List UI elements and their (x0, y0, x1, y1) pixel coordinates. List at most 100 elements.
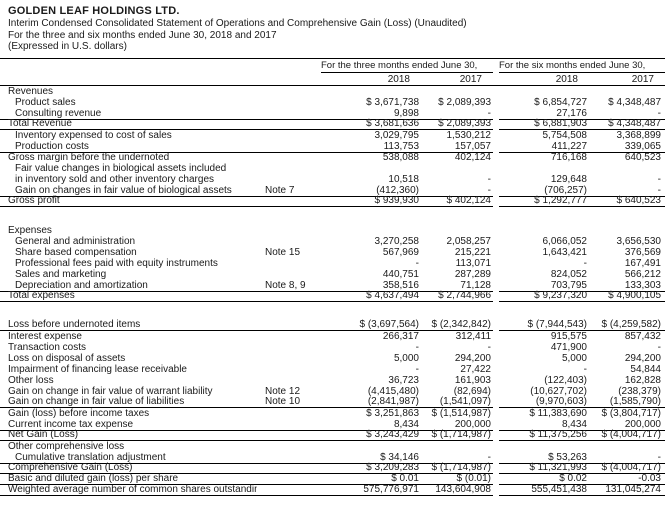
row-label: Loss on disposal of assets (8, 352, 126, 364)
cell-value: - (583, 363, 587, 375)
three-months-values: 113,753 157,057 (321, 141, 493, 152)
six-months-values: $ 11,321,993 $ (4,004,717) (499, 461, 665, 474)
six-months-values: 129,648 - (499, 174, 665, 185)
table-row: Weighted average number of common shares… (0, 483, 665, 496)
row-label-area: Loss on disposal of assets (0, 353, 321, 364)
cell-value: 200,000 (624, 418, 661, 430)
row-label-area: Gain on change in fair value of liabilit… (0, 396, 321, 408)
cell-value: $ (1,514,987) (431, 407, 492, 419)
cell-value: - (657, 341, 661, 353)
cell-value: $ 3,251,863 (366, 407, 419, 419)
three-months-values: $ 3,243,429 $ (1,714,987) (321, 429, 493, 441)
table-row: Product sales $ 3,671,738 $ 2,089,393 $ 6,8… (0, 97, 665, 108)
cell-value: 54,844 (630, 363, 661, 375)
row-label-area: Impairment of financing lease receivable (0, 364, 321, 375)
three-months-values: -- (321, 342, 493, 353)
three-months-values: $ 4,637,494 $ 2,744,966 (321, 290, 493, 302)
cell-value: 575,776,971 (363, 483, 419, 495)
cell-value: 3,368,899 (616, 129, 662, 141)
three-months-values: $ 3,209,283 $ (1,714,987) (321, 462, 493, 474)
cell-value: 294,200 (454, 352, 491, 364)
cell-value: (82,694) (453, 385, 491, 397)
row-label: Net Gain (Loss) (8, 428, 79, 440)
table-row: Net Gain (Loss) $ 3,243,429 $ (1,714,987) $… (0, 428, 665, 441)
row-note-reference: Note 8, 9 (265, 279, 306, 291)
year-column-header: 2017 (631, 73, 654, 85)
cell-value: 3,029,795 (374, 129, 420, 141)
row-label: Inventory expensed to cost of sales (15, 129, 172, 141)
table-row: Revenues (0, 86, 665, 97)
cell-value: 167,491 (624, 257, 661, 269)
row-label: Transaction costs (8, 341, 86, 353)
row-label-area: Cumulative translation adjustment (0, 452, 321, 463)
six-months-values: $ 0.02 -0.03 (499, 473, 665, 485)
cell-value: - (583, 257, 587, 269)
cell-value: $ 640,523 (616, 194, 662, 206)
row-note-reference: Note 15 (265, 246, 301, 258)
three-months-values: $ (3,697,564) $ (2,342,842) (321, 319, 493, 331)
six-months-values: 5,754,508 3,368,899 (499, 130, 665, 141)
six-months-values: (9,970,603) (1,585,790) (499, 396, 665, 408)
cell-value: - (487, 341, 491, 353)
cell-value: $ 6,854,727 (534, 96, 587, 108)
cell-value: 215,221 (454, 246, 491, 258)
six-months-values: 6,066,052 3,656,530 (499, 236, 665, 247)
row-label: Share based compensation (15, 246, 137, 258)
cell-value: 266,317 (382, 330, 419, 342)
table-row: Impairment of financing lease receivable… (0, 364, 665, 375)
row-label: Gain on change in fair value of warrant … (8, 385, 213, 397)
six-months-values: 5,000 294,200 (499, 353, 665, 364)
cell-value: 8,434 (393, 418, 419, 430)
table-row: Loss on disposal of assets 5,000 294,200 5,… (0, 353, 665, 364)
six-months-values: $ 6,881,903 $ 4,348,487 (499, 118, 665, 130)
six-months-values: 471,900 - (499, 342, 665, 353)
table-row: Total expenses $ 4,637,494 $ 2,744,966 $ 9,… (0, 289, 665, 302)
table-body: Revenues Product sales $ 3,671,738 $ 2,089,… (0, 86, 665, 496)
cell-value: (238,379) (618, 385, 661, 397)
row-label: Cumulative translation adjustment (15, 451, 166, 463)
row-label-area: Revenues (0, 86, 321, 97)
cell-value: (4,415,480) (367, 385, 419, 397)
row-note-reference: Note 12 (265, 385, 301, 397)
table-row: Production costs 113,753 157,057 411,227 339… (0, 141, 665, 152)
cell-value: 129,648 (550, 173, 587, 185)
cell-value: $ 34,146 (380, 451, 419, 463)
cell-value: $ 1,292,777 (534, 194, 587, 206)
three-months-values (321, 441, 493, 452)
cell-value: - (657, 107, 661, 119)
table-row: Gross margin before the undernoted 538,08… (0, 151, 665, 163)
cell-value: 161,903 (454, 374, 491, 386)
six-months-values: 27,176 - (499, 108, 665, 119)
row-label-area: Other loss (0, 375, 321, 386)
column-group-row: For the three months ended June 30, For … (0, 60, 665, 73)
six-months-values: 716,168 640,523 (499, 151, 665, 163)
cell-value: $ (0.01) (456, 472, 491, 484)
row-label: Other comprehensive loss (8, 440, 125, 452)
cell-value: 471,900 (550, 341, 587, 353)
cell-value: 440,751 (382, 268, 419, 280)
table-row: Gain on change in fair value of warrant … (0, 386, 665, 397)
three-months-values: 266,317 312,411 (321, 331, 493, 342)
document-header: GOLDEN LEAF HOLDINGS LTD. Interim Conden… (0, 5, 665, 53)
six-months-values: $ 9,237,320 $ 4,900,105 (499, 289, 665, 302)
cell-value: $ (4,004,717) (601, 461, 662, 473)
row-label: Weighted average number of common shares… (8, 483, 257, 495)
cell-value: 312,411 (455, 330, 491, 342)
cell-value: $ 4,900,105 (608, 289, 661, 301)
row-label: Fair value changes in biological assets … (15, 162, 227, 174)
cell-value: 6,066,052 (542, 235, 588, 247)
row-label-area: Share based compensation Note 15 (0, 247, 321, 258)
statement-table: For the three months ended June 30, For … (0, 57, 665, 496)
section-spacer (0, 207, 665, 225)
table-row: General and administration 3,270,258 2,058… (0, 236, 665, 247)
three-months-values: 36,723 161,903 (321, 375, 493, 386)
three-months-values: $ 3,681,636 $ 2,089,393 (321, 118, 493, 130)
three-months-values: (412,360) - (321, 185, 493, 196)
cell-value: - (415, 257, 419, 269)
three-months-values: $ 3,251,863 $ (1,514,987) (321, 408, 493, 419)
cell-value: 411,227 (551, 140, 587, 152)
six-months-values: (706,257) - (499, 185, 665, 196)
cell-value: 376,569 (624, 246, 661, 258)
cell-value: - (487, 184, 491, 196)
three-months-values: 9,898 - (321, 108, 493, 119)
